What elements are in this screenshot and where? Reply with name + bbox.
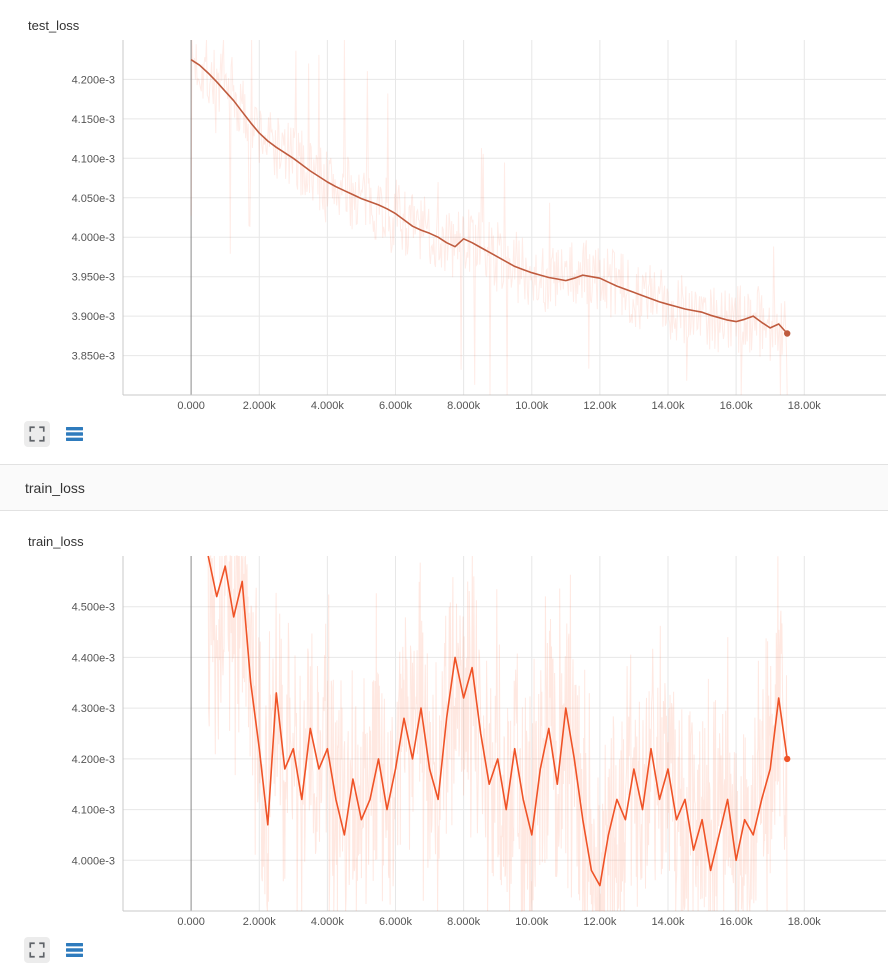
plot-background <box>0 36 888 418</box>
y-tick-label: 4.400e-3 <box>72 652 115 664</box>
fullscreen-expand-icon <box>29 426 45 442</box>
y-tick-label: 4.500e-3 <box>72 602 115 614</box>
x-tick-label: 4.000k <box>311 400 345 412</box>
chart-toolbar <box>0 934 888 972</box>
x-tick-label: 4.000k <box>311 916 345 928</box>
expand-chart-button[interactable] <box>24 421 50 447</box>
y-tick-label: 4.200e-3 <box>72 754 115 766</box>
chart-title: test_loss <box>28 18 80 33</box>
test-loss-card: test_loss 3.850e-3 3.900e-3 3.950e-3 4.000e… <box>0 0 888 456</box>
chart-toolbar <box>0 418 888 456</box>
train-loss-card: train_loss 4.000e-3 4.100e-3 4.200e-3 4.300… <box>0 511 888 972</box>
data-table-button[interactable] <box>62 937 88 963</box>
x-tick-label: 10.00k <box>515 916 549 928</box>
final-point-dot <box>784 330 791 337</box>
x-tick-label: 18.00k <box>788 916 822 928</box>
group-header-train-loss[interactable]: train_loss <box>0 464 888 511</box>
chart-title: train_loss <box>28 534 84 549</box>
x-tick-label: 12.00k <box>583 400 617 412</box>
y-tick-label: 3.850e-3 <box>72 351 115 363</box>
smoothed-series-line <box>207 555 788 887</box>
test-loss-chart[interactable]: 3.850e-3 3.900e-3 3.950e-3 4.000e-3 4.050e-3… <box>0 36 888 418</box>
x-tick-label: 0.000 <box>177 916 205 928</box>
y-tick-label: 4.200e-3 <box>72 74 115 86</box>
x-tick-label: 18.00k <box>788 400 822 412</box>
raw-series-line <box>190 39 788 396</box>
train-loss-chart[interactable]: 4.000e-3 4.100e-3 4.200e-3 4.300e-3 4.400e-3… <box>0 552 888 934</box>
x-tick-label: 6.000k <box>379 400 413 412</box>
final-point-dot <box>784 755 791 763</box>
y-tick-label: 3.950e-3 <box>72 272 115 284</box>
x-tick-label: 14.00k <box>651 916 685 928</box>
y-tick-label: 4.100e-3 <box>72 153 115 165</box>
data-table-icon <box>66 427 83 441</box>
x-tick-label: 16.00k <box>720 400 754 412</box>
y-tick-label: 3.900e-3 <box>72 311 115 323</box>
data-table-icon <box>66 943 83 957</box>
data-table-button[interactable] <box>62 421 88 447</box>
y-tick-label: 4.100e-3 <box>72 805 115 817</box>
y-tick-label: 4.050e-3 <box>72 193 115 205</box>
x-tick-label: 12.00k <box>583 916 617 928</box>
x-tick-label: 8.000k <box>447 400 481 412</box>
y-tick-label: 4.300e-3 <box>72 703 115 715</box>
x-tick-label: 14.00k <box>651 400 685 412</box>
y-tick-label: 4.000e-3 <box>72 232 115 244</box>
y-tick-label: 4.000e-3 <box>72 855 115 867</box>
x-tick-label: 8.000k <box>447 916 481 928</box>
x-tick-label: 10.00k <box>515 400 549 412</box>
x-tick-label: 2.000k <box>243 400 277 412</box>
x-tick-label: 6.000k <box>379 916 413 928</box>
x-tick-label: 0.000 <box>177 400 205 412</box>
smoothed-series-line <box>190 59 788 335</box>
group-header-label: train_loss <box>25 479 85 496</box>
expand-chart-button[interactable] <box>24 937 50 963</box>
x-tick-label: 2.000k <box>243 916 277 928</box>
x-tick-label: 16.00k <box>720 916 754 928</box>
y-tick-label: 4.150e-3 <box>72 114 115 126</box>
fullscreen-expand-icon <box>29 942 45 958</box>
